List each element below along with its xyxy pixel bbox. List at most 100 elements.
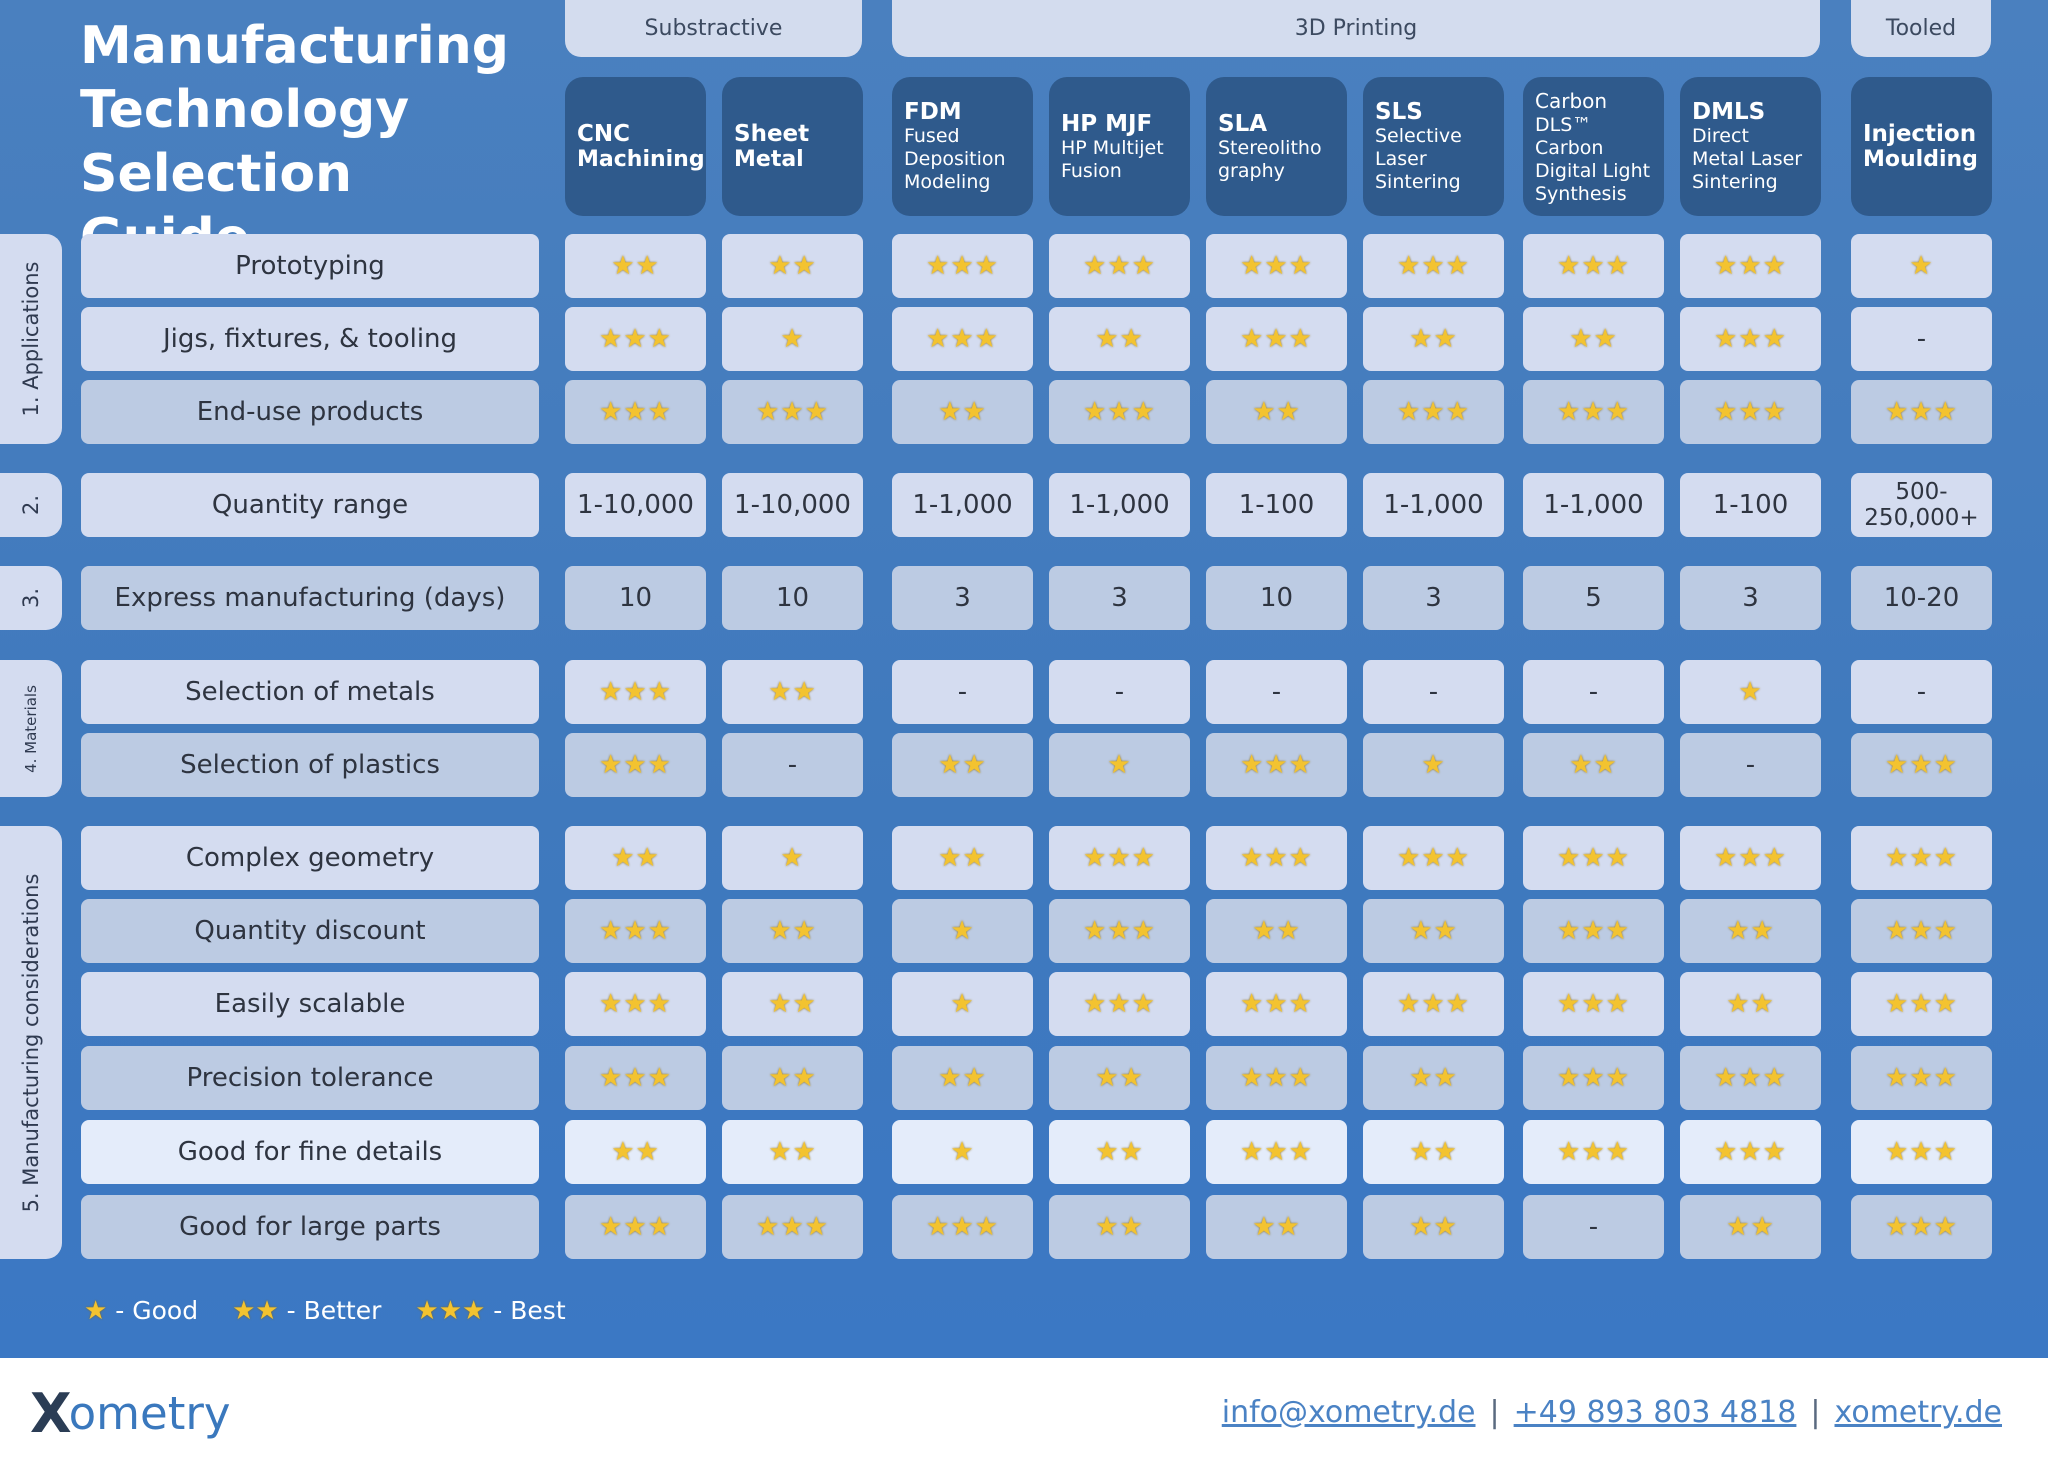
- row-label: Easily scalable: [81, 972, 539, 1036]
- website-link[interactable]: xometry.de: [1834, 1394, 2002, 1430]
- star-rating: ★★★: [1083, 397, 1156, 427]
- star-rating: ★★★: [1397, 989, 1470, 1019]
- table-cell: ★★★: [1049, 234, 1190, 298]
- table-cell: -: [1049, 660, 1190, 724]
- column-header-name: SLA: [1218, 110, 1268, 137]
- email-link[interactable]: info@xometry.de: [1221, 1394, 1476, 1430]
- star-rating: ★★★: [1240, 750, 1313, 780]
- column-header-name: FDM: [904, 99, 962, 125]
- column-header-name: Sheet: [734, 120, 810, 147]
- cell-value: 1-10,000: [577, 490, 694, 520]
- column-header: Sheet Metal: [722, 77, 863, 216]
- table-cell: 3: [892, 566, 1033, 630]
- star-rating: ★★: [1095, 1212, 1144, 1242]
- table-cell: ★★: [1363, 1195, 1504, 1259]
- legend-stars: ★★: [232, 1296, 279, 1326]
- star-rating: ★★: [938, 843, 987, 873]
- star-rating: ★★★: [1240, 251, 1313, 281]
- star-rating: ★★★: [1557, 916, 1630, 946]
- table-cell: ★★★: [1851, 1195, 1992, 1259]
- table-cell: ★★: [565, 234, 706, 298]
- table-cell: ★★: [1523, 733, 1664, 797]
- star-rating: ★★: [1409, 324, 1458, 354]
- table-cell: ★★: [565, 1120, 706, 1184]
- table-cell: -: [1523, 660, 1664, 724]
- column-header-name: HP MJF: [1061, 110, 1153, 137]
- table-cell: ★: [1049, 733, 1190, 797]
- table-cell: 10: [565, 566, 706, 630]
- cell-value: -: [1588, 1212, 1599, 1242]
- cell-value: 10-20: [1883, 583, 1960, 613]
- column-header: SLS Selective Laser Sintering: [1363, 77, 1504, 216]
- table-cell: ★: [1363, 733, 1504, 797]
- star-rating: ★★: [1409, 1063, 1458, 1093]
- column-header: CNC Machining: [565, 77, 706, 216]
- column-header-name: Injection: [1863, 120, 1977, 147]
- legend-item: ★★★ - Best: [415, 1296, 565, 1326]
- star-rating: ★★: [768, 916, 817, 946]
- cell-value: 500- 250,000+: [1864, 479, 1979, 531]
- column-header-name: Carbon: [1535, 88, 1608, 113]
- star-rating: ★★★: [1557, 1063, 1630, 1093]
- star-rating: ★: [780, 324, 805, 354]
- table-cell: ★★: [722, 972, 863, 1036]
- column-header-subtitle: Machining: [577, 146, 705, 172]
- star-rating: ★★: [1252, 1212, 1301, 1242]
- phone-link[interactable]: +49 893 803 4818: [1513, 1394, 1797, 1430]
- star-rating: ★★: [1252, 397, 1301, 427]
- legend-text: - Better: [278, 1296, 382, 1325]
- star-rating: ★★: [768, 1137, 817, 1167]
- table-cell: ★: [892, 1120, 1033, 1184]
- table-cell: ★★★: [1363, 234, 1504, 298]
- table-cell: ★★★: [892, 307, 1033, 371]
- table-cell: ★★★: [1680, 826, 1821, 890]
- table-cell: ★★★: [1851, 972, 1992, 1036]
- row-label: Selection of plastics: [81, 733, 539, 797]
- star-rating: ★★★: [1083, 916, 1156, 946]
- table-cell: ★★: [892, 380, 1033, 444]
- table-cell: ★★★: [565, 1195, 706, 1259]
- cell-value: -: [1916, 677, 1927, 707]
- table-cell: ★★: [722, 1046, 863, 1110]
- star-rating: ★★★: [599, 1063, 672, 1093]
- row-label: Selection of metals: [81, 660, 539, 724]
- star-rating: ★★: [1095, 324, 1144, 354]
- star-rating: ★★★: [926, 251, 999, 281]
- row-label: End-use products: [81, 380, 539, 444]
- table-cell: 1-1,000: [1523, 473, 1664, 537]
- section-tab: 1. Applications: [0, 234, 62, 444]
- star-rating: ★★: [768, 1063, 817, 1093]
- star-rating: ★★: [768, 677, 817, 707]
- column-header-subtitle: Metal: [734, 146, 804, 172]
- cell-value: -: [1916, 324, 1927, 354]
- column-header-name: DMLS: [1692, 99, 1766, 125]
- star-rating: ★★: [1095, 1063, 1144, 1093]
- table-cell: ★★★: [1206, 826, 1347, 890]
- table-cell: ★★★: [1206, 234, 1347, 298]
- star-rating: ★★★: [1714, 1137, 1787, 1167]
- logo-mark: X: [30, 1381, 72, 1445]
- legend-text: - Good: [107, 1296, 199, 1325]
- legend-stars: ★: [84, 1296, 108, 1326]
- star-rating: ★★: [768, 989, 817, 1019]
- table-cell: -: [1680, 733, 1821, 797]
- star-rating: ★★: [1409, 1137, 1458, 1167]
- star-rating: ★★★: [1714, 324, 1787, 354]
- table-cell: ★★★: [565, 972, 706, 1036]
- star-rating: ★★★: [1714, 1063, 1787, 1093]
- column-header: Carbon DLS™ Carbon Digital Light Synthesi…: [1523, 77, 1664, 216]
- table-cell: -: [1363, 660, 1504, 724]
- page-title: Manufacturing Technology Selection Guide: [80, 16, 509, 268]
- star-rating: ★★★: [1714, 251, 1787, 281]
- section-tab-label: 4. Materials: [22, 684, 40, 773]
- table-cell: ★★: [1680, 1195, 1821, 1259]
- table-cell: ★★★: [1049, 972, 1190, 1036]
- table-cell: 1-10,000: [565, 473, 706, 537]
- star-rating: ★★★: [1240, 989, 1313, 1019]
- star-rating: ★★★: [599, 916, 672, 946]
- table-cell: ★★★: [1206, 733, 1347, 797]
- table-cell: -: [1206, 660, 1347, 724]
- column-header: Injection Moulding: [1851, 77, 1992, 216]
- star-rating: ★★★: [926, 1212, 999, 1242]
- column-header-subtitle: Direct Metal Laser Sintering: [1692, 125, 1803, 193]
